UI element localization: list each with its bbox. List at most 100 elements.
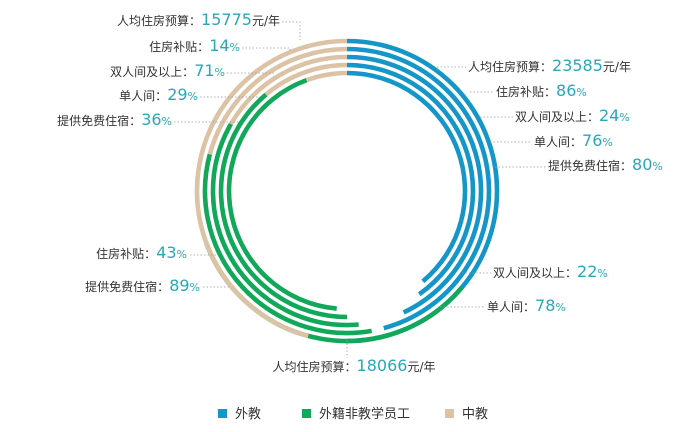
metric-label: 提供免费住宿：	[548, 158, 632, 173]
label-text: 单人间：78%	[487, 296, 566, 315]
metric-unit: 元/年	[252, 14, 280, 28]
metric-value: 86	[556, 81, 576, 100]
metric-unit: %	[576, 86, 586, 99]
metric-value: 89	[169, 276, 189, 295]
ring-0-4	[346, 70, 468, 284]
label-1-4: 提供免费住宿：89%	[85, 276, 230, 295]
metric-unit: %	[652, 160, 662, 173]
metric-unit: %	[215, 66, 225, 79]
metric-unit: 元/年	[603, 60, 631, 74]
metric-value: 76	[582, 131, 602, 150]
metric-label: 单人间：	[119, 89, 167, 103]
metric-unit: 元/年	[407, 360, 435, 374]
metric-value: 29	[167, 85, 187, 104]
ring-1-3	[218, 92, 348, 320]
ring-2-2	[228, 54, 348, 126]
metric-value: 24	[599, 106, 619, 125]
metric-label: 人均住房预算：	[468, 59, 552, 74]
label-text: 单人间：76%	[534, 131, 613, 150]
metric-label: 住房补贴：	[496, 84, 556, 99]
ring-1-4	[226, 77, 337, 311]
label-2-2: 双人间及以上：71%	[110, 61, 275, 80]
metric-value: 43	[156, 243, 176, 262]
metric-value: 78	[535, 296, 555, 315]
metric-value: 15775	[201, 10, 252, 29]
ring-2-0	[194, 38, 348, 339]
label-text: 提供免费住宿：89%	[85, 276, 200, 295]
metric-label: 住房补贴：	[96, 246, 156, 261]
metric-label: 人均住房预算：	[273, 359, 357, 374]
metric-label: 提供免费住宿：	[85, 279, 169, 294]
legend-label: 外教	[235, 406, 261, 422]
metric-label: 双人间及以上：	[493, 266, 577, 280]
label-text: 人均住房预算：23585元/年	[468, 56, 631, 75]
legend-swatch	[218, 409, 227, 418]
leader-line	[242, 47, 291, 52]
ring-0-3	[346, 62, 476, 297]
ring-2-3	[264, 62, 348, 97]
label-text: 人均住房预算：18066元/年	[273, 356, 436, 375]
label-text: 住房补贴：14%	[149, 36, 240, 55]
labels-group: 人均住房预算：15775元/年住房补贴：14%双人间及以上：71%单人间：29%…	[57, 10, 663, 375]
metric-label: 提供免费住宿：	[57, 113, 141, 128]
label-1-3: 单人间：78%	[440, 296, 566, 315]
metric-label: 双人间及以上：	[515, 110, 599, 124]
metric-label: 住房补贴：	[149, 39, 209, 54]
label-0-4: 提供免费住宿：80%	[495, 155, 663, 174]
metric-value: 23585	[552, 56, 603, 75]
label-2-4: 提供免费住宿：36%	[57, 110, 240, 129]
label-text: 双人间及以上：22%	[493, 262, 608, 281]
metric-value: 14	[209, 36, 229, 55]
label-2-1: 住房补贴：14%	[149, 36, 291, 55]
metric-value: 80	[632, 155, 652, 174]
label-text: 双人间及以上：24%	[515, 106, 630, 125]
legend-swatch	[445, 409, 454, 418]
ring-0-1	[346, 46, 492, 331]
metric-label: 单人间：	[487, 300, 535, 314]
legend: 外教 外籍非教学员工 中教	[218, 406, 488, 422]
metric-value: 36	[141, 110, 161, 129]
label-text: 人均住房预算：15775元/年	[117, 10, 280, 29]
label-text: 住房补贴：86%	[496, 81, 587, 100]
metric-unit: %	[619, 111, 629, 124]
metric-unit: %	[190, 281, 200, 294]
label-0-3: 单人间：76%	[490, 131, 613, 150]
metric-unit: %	[230, 41, 240, 54]
ring-0-2	[346, 54, 484, 315]
metric-label: 人均住房预算：	[117, 13, 201, 28]
ring-1-2	[210, 122, 359, 328]
legend-swatch	[302, 409, 311, 418]
metric-unit: %	[555, 301, 565, 314]
label-1-0: 人均住房预算：18066元/年	[273, 340, 436, 375]
label-text: 提供免费住宿：80%	[548, 155, 663, 174]
label-text: 单人间：29%	[119, 85, 198, 104]
label-text: 双人间及以上：71%	[110, 61, 225, 80]
ring-1-1	[202, 153, 373, 336]
ring-2-4	[305, 70, 348, 83]
label-text: 提供免费住宿：36%	[57, 110, 172, 129]
metric-label: 单人间：	[534, 135, 582, 149]
label-1-1: 住房补贴：43%	[96, 243, 216, 262]
legend-label: 中教	[462, 406, 488, 422]
metric-value: 22	[577, 262, 597, 281]
metric-unit: %	[602, 136, 612, 149]
label-0-2: 双人间及以上：24%	[480, 106, 630, 125]
metric-unit: %	[177, 248, 187, 261]
ring-2-1	[207, 46, 348, 155]
label-1-2: 双人间及以上：22%	[462, 262, 608, 281]
label-2-3: 单人间：29%	[119, 85, 260, 104]
label-text: 住房补贴：43%	[96, 243, 187, 262]
legend-item-1: 外籍非教学员工	[302, 406, 410, 422]
label-0-0: 人均住房预算：23585元/年	[437, 56, 631, 75]
metric-unit: %	[188, 90, 198, 103]
metric-value: 18066	[357, 356, 408, 375]
legend-label: 外籍非教学员工	[319, 406, 410, 422]
legend-item-0: 外教	[218, 406, 261, 422]
metric-unit: %	[162, 115, 172, 128]
leader-line	[282, 21, 301, 40]
rings-group	[194, 38, 500, 344]
label-2-0: 人均住房预算：15775元/年	[117, 10, 301, 40]
legend-item-2: 中教	[445, 406, 488, 422]
